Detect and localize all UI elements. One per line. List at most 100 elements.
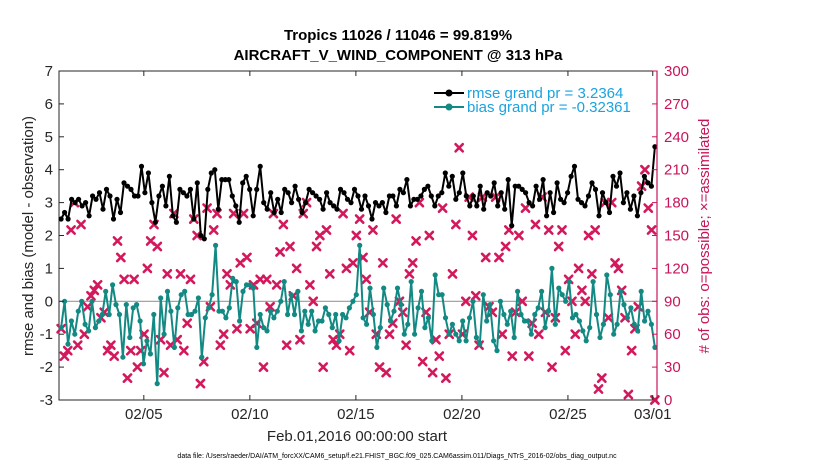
bias-point [535,305,541,311]
rmse-point [376,203,382,209]
bias-point [261,325,267,331]
rmse-point [613,183,620,189]
bias-point [144,338,150,344]
obs-point [351,230,362,241]
obs-point [391,214,402,224]
bias-point [106,311,112,318]
rmse-point [365,203,372,209]
bias-point [92,325,98,331]
obs-point [596,373,607,383]
bias-point [271,315,277,321]
bias-point [425,315,431,321]
bias-point [137,318,143,324]
bias-point [494,348,500,354]
y-axis-left: -3 -2 -1 0 1 2 3 4 5 6 7 [40,63,64,409]
y-right-tick-label: 30 [664,359,681,376]
rmse-point [498,190,504,196]
obs-point [275,247,285,257]
bias-point [326,311,332,318]
rmse-point [481,206,487,212]
rmse-point [62,209,68,216]
bias-point [79,298,85,304]
rmse-point [610,173,616,179]
rmse-point [470,193,476,199]
obs-point [271,279,282,290]
obs-point [523,351,534,362]
rmse-point [355,193,361,199]
obs-point [603,312,614,323]
obs-point [640,164,650,175]
rmse-point [110,216,117,222]
obs-point [434,351,445,362]
rmse-point [362,193,368,199]
rmse-point [428,193,434,199]
bias-point [329,325,335,331]
bias-point [511,334,517,341]
bias-point [631,321,637,327]
bias-point [75,308,81,314]
chart-subtitle: AIRCRAFT_V_WIND_COMPONENT @ 313 hPa [234,47,564,64]
rmse-point [463,193,469,199]
bias-point [563,298,569,304]
rmse-point [72,200,78,206]
obs-point [646,225,657,235]
rmse-point [603,200,609,206]
bias-point [168,308,174,314]
obs-point [623,389,634,400]
x-tick-label: 02/05 [125,406,163,423]
x-tick-label: 02/10 [231,406,269,423]
rmse-point [393,203,399,209]
bias-point [477,341,483,347]
bias-point [298,328,304,334]
obs-point [613,263,624,274]
bias-point [247,282,253,288]
obs-point [450,219,461,230]
bias-point [635,328,641,334]
obs-point [324,268,335,279]
bias-point [360,315,366,321]
rmse-point [69,196,75,202]
bias-point [237,318,243,324]
rmse-point [212,167,218,173]
rmse-point [558,196,564,202]
y-tick-label: 4 [45,162,53,179]
bias-point [384,302,390,308]
bias-point [401,331,407,337]
obs-point [533,329,544,340]
rmse-point [93,196,99,202]
bias-point [621,302,627,308]
obs-point [354,214,365,224]
rmse-point [331,203,337,209]
rmse-point [187,186,193,192]
x-tick-label: 03/01 [634,406,672,423]
bias-point [178,292,184,298]
rmse-point [292,183,298,189]
rmse-point [83,200,89,206]
rmse-point [568,173,574,179]
bias-point [587,325,593,331]
rmse-point [540,177,546,183]
bias-point [188,311,195,318]
bias-point [58,325,64,331]
bias-point [274,308,280,314]
obs-point [401,340,411,351]
obs-point [557,225,567,235]
rmse-point [275,196,281,202]
bias-point [89,298,95,304]
bias-point [199,354,205,360]
obs-point [89,285,100,296]
rmse-point [358,206,365,212]
rmse-point [215,206,221,212]
rmse-point [484,190,490,196]
obs-point [109,351,120,362]
bias-point [340,311,346,318]
bias-point [161,331,167,337]
obs-point [381,367,392,378]
bias-point [645,308,651,314]
rmse-point [585,193,592,199]
obs-point [261,274,272,285]
obs-point [86,290,96,301]
obs-point [513,230,524,241]
rmse-point [634,213,641,219]
